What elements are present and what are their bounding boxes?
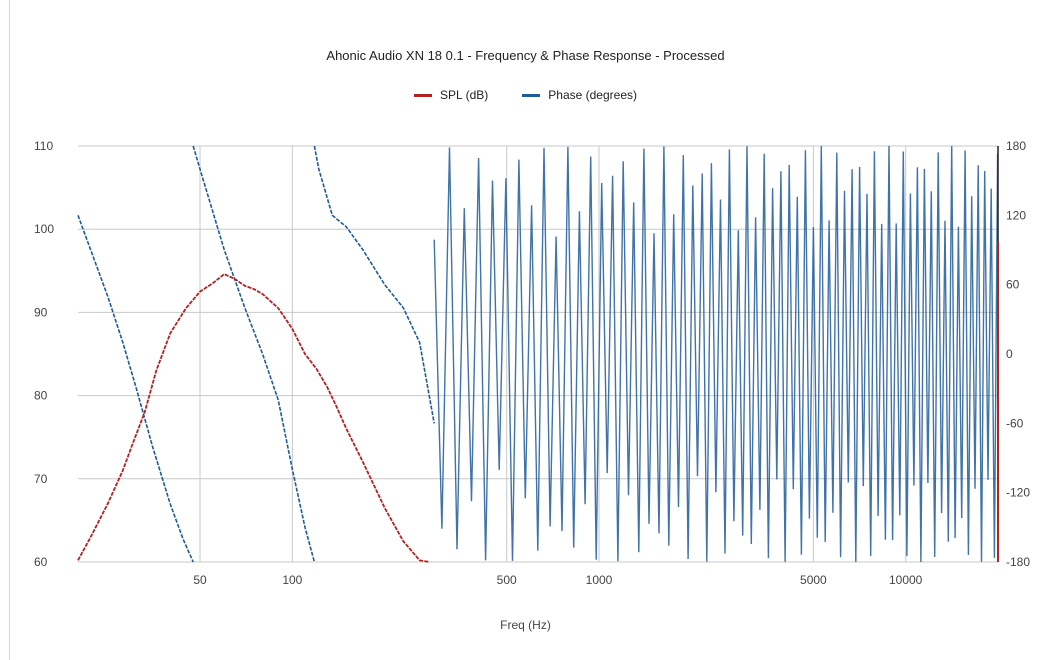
x-tick-label: 50 <box>193 573 207 587</box>
phase-series <box>77 145 999 563</box>
y-left-tick-label: 90 <box>34 305 48 319</box>
spl-line <box>77 273 430 563</box>
x-tick-label: 10000 <box>889 573 923 587</box>
y-left-tick-label: 100 <box>34 222 54 236</box>
y-right-tick-label: 60 <box>1006 278 1020 292</box>
legend-label-phase: Phase (degrees) <box>548 88 637 102</box>
phase-oscillation <box>433 145 999 563</box>
y-left-tick-label: 70 <box>34 472 48 486</box>
x-axis-label: Freq (Hz) <box>500 618 551 632</box>
y-right-tick-label: -120 <box>1006 486 1030 500</box>
x-tick-label: 500 <box>497 573 517 587</box>
y-left-tick-label: 80 <box>34 389 48 403</box>
y-left-tick-label: 110 <box>34 139 53 153</box>
legend-swatch-spl <box>414 93 433 97</box>
x-tick-label: 100 <box>282 573 302 587</box>
y-right-tick-label: 0 <box>1006 347 1013 361</box>
phase-line <box>192 145 316 563</box>
spl-series <box>77 273 430 563</box>
y-left-tick-label: 60 <box>34 555 48 569</box>
y-right-tick-label: -180 <box>1006 555 1030 569</box>
legend-swatch-phase <box>522 93 541 97</box>
frame-border <box>9 0 10 660</box>
phase-line <box>313 145 435 424</box>
legend-item-spl[interactable]: SPL (dB) <box>414 88 488 102</box>
axes: 110 100 90 80 70 60 50 100 500 1000 5000 10000 180 12… <box>34 139 1030 587</box>
x-tick-label: 5000 <box>800 573 827 587</box>
legend: SPL (dB) Phase (degrees) <box>0 88 1051 102</box>
y-right-tick-label: 180 <box>1006 139 1026 153</box>
x-tick-label: 1000 <box>586 573 613 587</box>
chart-title: Ahonic Audio XN 18 0.1 - Frequency & Pha… <box>326 48 725 63</box>
y-right-tick-label: -60 <box>1006 416 1024 430</box>
phase-line <box>77 215 194 563</box>
y-right-tick-label: 120 <box>1006 208 1026 222</box>
legend-label-spl: SPL (dB) <box>440 88 489 102</box>
legend-item-phase[interactable]: Phase (degrees) <box>522 88 637 102</box>
